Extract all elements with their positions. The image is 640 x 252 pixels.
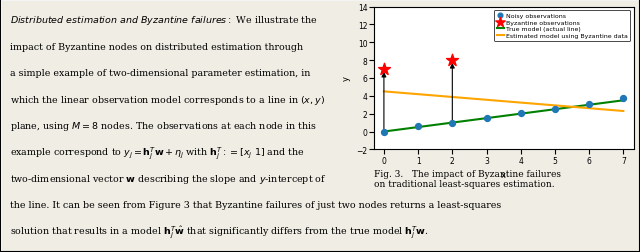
Byzantine observations — [379, 68, 389, 72]
Noisy observations — [481, 117, 492, 121]
Noisy observations — [379, 130, 389, 134]
Text: which the linear observation model corresponds to a line in $(x, y)$: which the linear observation model corre… — [10, 93, 324, 106]
Text: example correspond to $y_j = \mathbf{h}_j^T\mathbf{w}+\eta_j$ with $\mathbf{h}_j: example correspond to $y_j = \mathbf{h}_… — [10, 144, 305, 160]
Text: impact of Byzantine nodes on distributed estimation through: impact of Byzantine nodes on distributed… — [10, 43, 303, 51]
Text: the line. It can be seen from Figure 3 that Byzantine failures of just two nodes: the line. It can be seen from Figure 3 t… — [10, 201, 501, 209]
Legend: Noisy observations, Byzantine observations, True model (actual line), Estimated : Noisy observations, Byzantine observatio… — [494, 11, 630, 42]
X-axis label: x: x — [501, 171, 506, 179]
Text: plane, using $M = 8$ nodes. The observations at each node in this: plane, using $M = 8$ nodes. The observat… — [10, 119, 317, 133]
Text: a simple example of two-dimensional parameter estimation, in: a simple example of two-dimensional para… — [10, 69, 310, 78]
Y-axis label: y: y — [342, 76, 351, 81]
Noisy observations — [447, 121, 458, 125]
Text: $\it{Distributed\ estimation\ and\ Byzantine\ failures:}$ We illustrate the: $\it{Distributed\ estimation\ and\ Byzan… — [10, 14, 317, 27]
Byzantine observations — [447, 59, 458, 63]
Text: two-dimensional vector $\mathbf{w}$ describing the slope and $y$-intercept of: two-dimensional vector $\mathbf{w}$ desc… — [10, 172, 326, 185]
Noisy observations — [550, 107, 560, 111]
Noisy observations — [618, 96, 628, 100]
Noisy observations — [584, 102, 595, 106]
Noisy observations — [413, 124, 423, 128]
Text: solution that results in a model $\mathbf{h}_j^T\hat{\mathbf{w}}$ that significa: solution that results in a model $\mathb… — [10, 224, 429, 239]
Noisy observations — [516, 111, 526, 115]
Text: Fig. 3.   The impact of Byzantine failures
on traditional least-squares estimati: Fig. 3. The impact of Byzantine failures… — [374, 169, 561, 188]
